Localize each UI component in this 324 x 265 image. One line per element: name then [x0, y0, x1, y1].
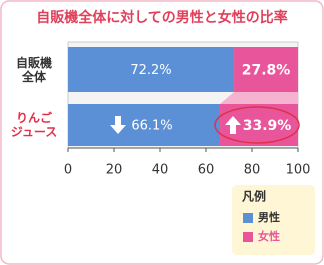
x-tick-label: 0 [64, 163, 72, 178]
connector-band [220, 92, 298, 104]
x-tick-label: 20 [106, 163, 123, 178]
y-tick-label: りんご ジュース [10, 111, 58, 139]
chart-title: 自販機全体に対しての男性と女性の比率 [36, 9, 288, 26]
x-tick-label: 100 [286, 163, 311, 178]
data-label: 66.1% [131, 119, 172, 134]
bar-segment [68, 47, 235, 92]
bar-segment [68, 104, 221, 146]
down-arrow [110, 116, 127, 134]
legend-label: 女性 [258, 229, 280, 243]
data-label: 33.9% [243, 118, 292, 134]
x-tick-label: 60 [198, 163, 215, 178]
legend-label: 男性 [258, 210, 280, 224]
legend-title: 凡例 [242, 189, 266, 204]
x-tick-label: 80 [244, 163, 261, 178]
legend-swatch [243, 213, 253, 223]
legend-swatch [243, 232, 253, 242]
up-arrow [225, 116, 242, 134]
highlight-ring [214, 106, 300, 144]
x-tick-label: 40 [152, 163, 169, 178]
data-label: 72.2% [130, 63, 171, 78]
data-label: 27.8% [242, 63, 291, 79]
y-tick-label: 自販機 全体 [15, 55, 52, 84]
bar-segment [234, 47, 298, 92]
